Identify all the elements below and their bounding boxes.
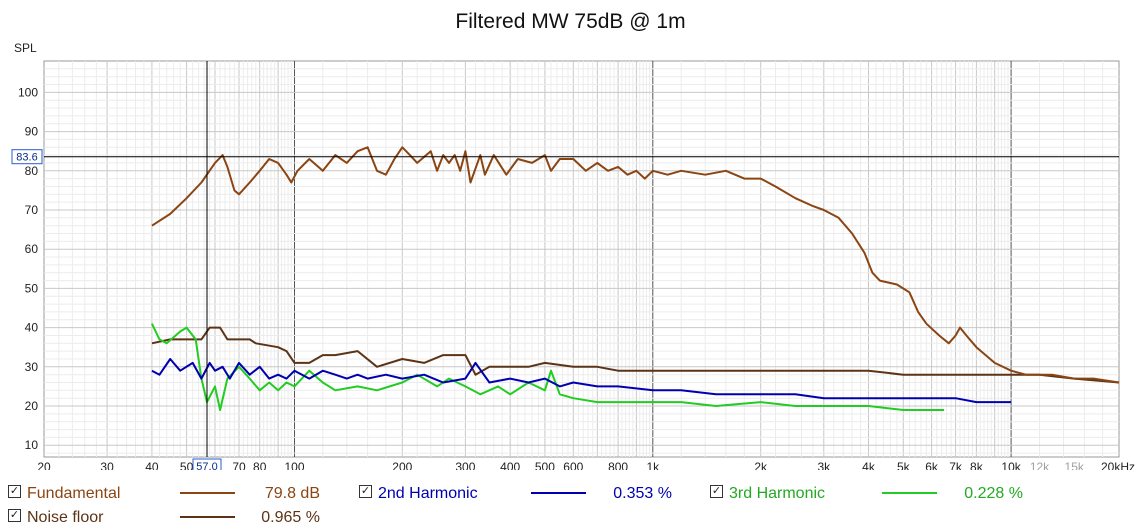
fundamental-value: 79.8 dB xyxy=(264,485,320,502)
series-line-noise-floor xyxy=(151,326,1120,384)
x-tick-label: 10k xyxy=(1001,460,1021,470)
y-axis-label: SPL xyxy=(14,41,37,55)
y-tick-label: 100 xyxy=(18,85,38,99)
x-tick-label: 7k xyxy=(949,460,963,470)
cursor[interactable]: 83.6 57.0 xyxy=(11,61,1119,470)
x-tick-label: 800 xyxy=(608,460,628,470)
noise-floor-checkbox[interactable]: ✓ xyxy=(8,509,21,522)
plot-area[interactable] xyxy=(43,60,1120,458)
x-tick-label: 8k xyxy=(970,460,984,470)
x-tick-label: 300 xyxy=(455,460,475,470)
cursor-y-readout: 83.6 xyxy=(16,152,37,164)
frequency-response-chart[interactable]: 20 30 40 50 70 80 100 200 300 400 500 600 800 1k 2k 3k 4… xyxy=(0,0,1141,470)
series-layer xyxy=(150,146,1120,411)
noise-floor-label: Noise floor xyxy=(27,509,104,526)
x-tick-label: 6k xyxy=(925,460,939,470)
third-harmonic-label: 3rd Harmonic xyxy=(729,485,826,502)
x-tick-label: 4k xyxy=(862,460,876,470)
x-axis: 20 30 40 50 70 80 100 200 300 400 500 600 800 1k 2k 3k 4… xyxy=(37,460,1135,470)
y-axis: 10 20 30 40 50 60 70 80 90 100 xyxy=(18,85,38,452)
x-tick-label: 600 xyxy=(563,460,583,470)
x-tick-label: 400 xyxy=(500,460,520,470)
y-tick-label: 10 xyxy=(25,438,39,452)
cursor-x-readout: 57.0 xyxy=(196,461,217,470)
third-harmonic-checkbox[interactable]: ✓ xyxy=(710,485,723,498)
x-tick-label: 5k xyxy=(897,460,911,470)
x-tick-label: 50 xyxy=(180,460,194,470)
cursor-y-readout-box xyxy=(11,149,43,165)
chart-title: Filtered MW 75dB @ 1m xyxy=(455,10,686,33)
second-harmonic-checkbox[interactable]: ✓ xyxy=(359,485,372,498)
second-harmonic-label: 2nd Harmonic xyxy=(378,485,478,502)
y-tick-label: 50 xyxy=(25,281,39,295)
noise-floor-swatch xyxy=(180,516,235,518)
y-tick-label: 40 xyxy=(25,321,39,335)
x-tick-label: 20 xyxy=(37,460,51,470)
x-tick-label: 2k xyxy=(754,460,768,470)
cursor-x-readout-box xyxy=(192,458,222,470)
x-tick-label: 30 xyxy=(100,460,114,470)
x-tick-label: 200 xyxy=(392,460,412,470)
x-tick-label: 70 xyxy=(232,460,246,470)
x-tick-label: 3k xyxy=(817,460,831,470)
x-tick-label: 80 xyxy=(253,460,267,470)
x-tick-label: 15k xyxy=(1065,460,1085,470)
y-tick-label: 90 xyxy=(25,125,39,139)
grid xyxy=(44,61,1119,457)
second-harmonic-value: 0.353 % xyxy=(613,485,672,502)
x-tick-label: 500 xyxy=(535,460,555,470)
y-tick-label: 70 xyxy=(25,203,39,217)
series-line-2nd-harmonic xyxy=(151,358,1012,404)
x-tick-label: 20kHz xyxy=(1101,460,1135,470)
x-tick-label: 100 xyxy=(284,460,304,470)
y-tick-label: 60 xyxy=(25,242,39,256)
noise-floor-value: 0.965 % xyxy=(261,509,320,526)
y-tick-label: 20 xyxy=(25,399,39,413)
second-harmonic-swatch xyxy=(531,492,586,494)
fundamental-checkbox[interactable]: ✓ xyxy=(8,485,21,498)
y-tick-label: 30 xyxy=(25,360,39,374)
x-tick-label: 12k xyxy=(1030,460,1050,470)
series-line-fundamental xyxy=(151,146,1120,384)
series-line-3rd-harmonic xyxy=(150,323,945,411)
fundamental-swatch xyxy=(180,492,235,494)
fundamental-label: Fundamental xyxy=(27,485,121,502)
x-tick-label: 40 xyxy=(145,460,159,470)
x-tick-label: 1k xyxy=(646,460,660,470)
third-harmonic-swatch xyxy=(882,492,937,494)
y-tick-label: 80 xyxy=(25,164,39,178)
third-harmonic-value: 0.228 % xyxy=(964,485,1023,502)
